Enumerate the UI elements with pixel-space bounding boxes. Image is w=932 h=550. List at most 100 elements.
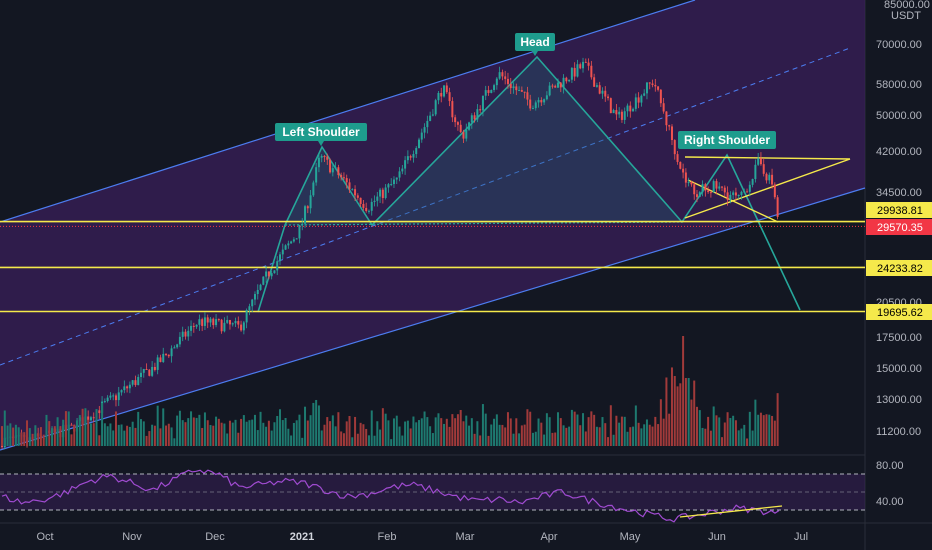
volume-bar [648,424,651,446]
candle-body [582,61,585,69]
volume-bar [412,416,415,446]
volume-bar [684,378,687,446]
candle-body [673,140,676,155]
volume-bar [512,433,515,446]
candle-body [331,168,334,173]
svg-text:15000.00: 15000.00 [876,363,922,375]
candle-body [693,184,696,195]
x-tick-dec: Dec [205,531,225,543]
volume-bar [95,409,98,446]
candle-body [557,82,559,88]
candle-body [518,90,521,92]
volume-bar [89,423,92,446]
volume-bar [103,423,106,446]
volume-bar [654,416,657,446]
volume-bar [37,433,40,446]
candle-body [248,306,251,311]
volume-bar [306,420,309,446]
volume-bar [301,437,304,446]
candle-body [593,77,596,87]
volume-bar [565,427,568,446]
volume-bar [281,420,284,446]
volume-bar [134,427,137,446]
candle-body [140,372,142,378]
candle-body [117,392,120,401]
volume-bar [540,422,543,446]
x-tick-oct: Oct [36,531,53,543]
volume-bar [518,433,521,446]
volume-bar [340,431,343,446]
svg-text:Right Shoulder: Right Shoulder [684,133,770,147]
volume-bar [665,377,668,446]
volume-bar [329,421,332,446]
candle-body [301,223,304,226]
candle-body [670,126,673,141]
volume-bar [109,423,112,446]
candle-body [337,167,340,176]
candle-body [540,100,543,103]
candle-body [559,82,562,88]
volume-bar [476,421,479,446]
candle-body [87,416,90,421]
candle-body [637,97,640,103]
volume-bar [573,411,576,446]
channel-middle-line [0,47,851,366]
candle-body [142,368,145,373]
volume-bar [598,427,601,446]
volume-bar [234,419,237,446]
volume-bar [351,437,354,446]
volume-bar [537,418,540,446]
candle-body [126,386,129,389]
volume-bar [162,408,165,446]
candle-body [195,324,198,327]
svg-text:Left Shoulder: Left Shoulder [282,125,360,139]
candle-body [620,111,623,120]
volume-bar [101,403,104,446]
volume-bar [259,411,262,446]
volume-bar [1,426,3,446]
candle-body [70,424,73,426]
candle-body [234,321,237,324]
volume-bar [395,415,398,446]
svg-text:USDT: USDT [891,10,921,22]
candle-body [754,164,757,180]
candle-body [568,79,571,82]
volume-bar [520,425,523,446]
candle-body [551,85,554,87]
candle-body [220,319,223,332]
volume-bar [56,417,59,446]
volume-bar [534,431,537,446]
candle-body [570,67,573,80]
volume-bar [473,433,476,446]
candle-body [440,92,443,97]
volume-bar [543,434,546,446]
volume-bar [242,415,245,446]
candle-body [726,192,729,200]
price-tag-19695: 19695.62 [866,304,932,320]
candle-body [418,139,420,149]
volume-bar [226,433,229,446]
candle-body [590,65,593,78]
head-shoulders-outline [257,55,801,313]
volume-bar [67,411,70,446]
volume-bar [406,420,409,446]
candle-body [156,357,159,370]
candle-body [434,100,437,115]
volume-bar [607,437,610,446]
candle-body [534,102,537,109]
volume-bar [178,410,181,446]
candle-body [687,182,690,184]
volume-bar [734,420,737,446]
candle-body [768,174,771,181]
candle-body [668,125,671,127]
volume-bar [431,433,434,446]
candle-body [192,325,195,327]
svg-text:13000.00: 13000.00 [876,394,922,406]
candle-body [595,85,598,87]
volume-bar [317,405,320,446]
candle-body [487,90,490,93]
volume-bar [668,413,671,446]
candle-body [743,191,746,193]
candle-body [662,103,665,112]
